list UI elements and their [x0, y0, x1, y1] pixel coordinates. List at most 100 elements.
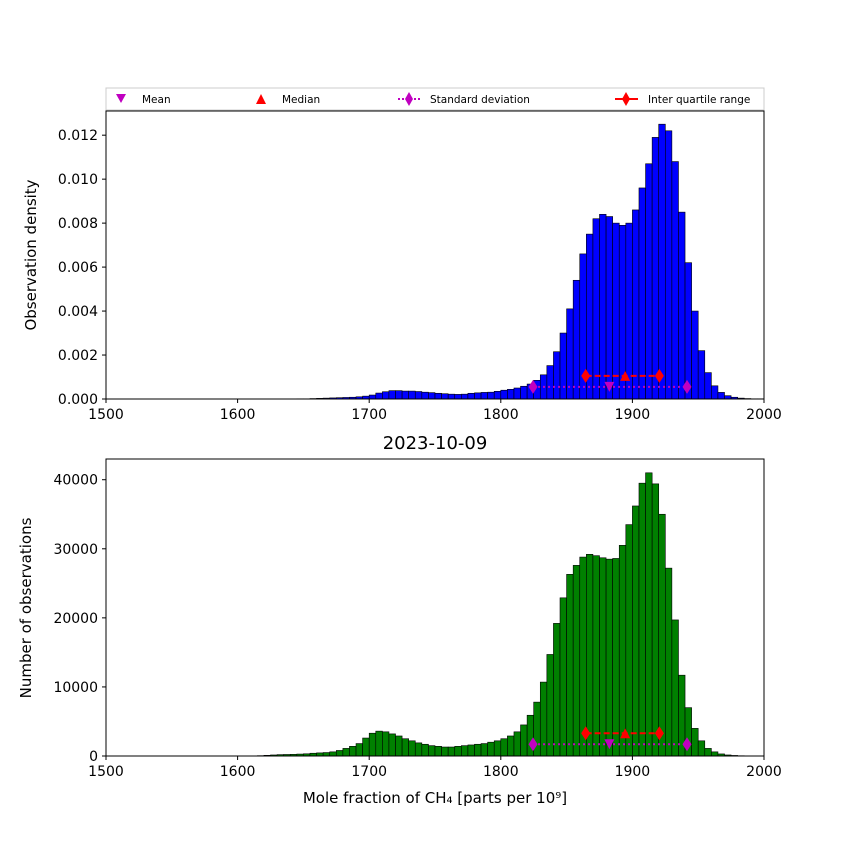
- count-bar: [454, 746, 462, 757]
- density-stat-markers: [528, 368, 692, 394]
- density-x-tick-label: 1500: [88, 407, 124, 423]
- count-axes-frame: [105, 458, 765, 757]
- count-bar: [441, 746, 449, 757]
- count-bar: [559, 597, 567, 757]
- count-bar: [368, 732, 377, 757]
- count-bar: [520, 724, 528, 757]
- count-bar: [711, 751, 719, 757]
- density-iqr-high-marker: [654, 368, 664, 383]
- count-bar: [329, 751, 337, 757]
- density-bar: [638, 187, 646, 400]
- density-y-ticks: 0.000 0.002 0.004 0.006 0.008 0.010 0.012: [58, 128, 106, 408]
- count-bar: [401, 738, 409, 757]
- count-bar: [664, 567, 673, 757]
- count-bar: [671, 619, 679, 757]
- count-bar: [487, 741, 495, 757]
- density-bar: [428, 392, 436, 400]
- count-x-ticks: 1500 1600 1700 1800 1900 2000: [88, 756, 782, 780]
- density-y-tick-label: 0.006: [58, 260, 98, 276]
- density-bar: [500, 389, 508, 400]
- density-bar: [704, 372, 712, 400]
- legend-median-label: Median: [282, 94, 320, 106]
- count-bar: [500, 738, 508, 757]
- density-y-tick-label: 0.004: [58, 304, 98, 320]
- count-bar: [579, 556, 587, 757]
- count-std-high-marker: [682, 737, 692, 752]
- count-bar: [414, 742, 423, 757]
- density-bar: [717, 392, 725, 400]
- density-y-tick-label: 0.002: [58, 348, 98, 364]
- count-bar: [322, 752, 331, 757]
- density-bar: [697, 350, 706, 400]
- count-bar: [658, 513, 666, 757]
- density-y-tick-label: 0.012: [58, 128, 98, 144]
- density-bar: [513, 387, 521, 400]
- count-bar: [408, 740, 416, 757]
- count-bar: [375, 730, 383, 757]
- density-x-tick-label: 1800: [483, 407, 519, 423]
- density-iqr-low-marker: [581, 368, 591, 383]
- legend-std-label: Standard deviation: [430, 94, 530, 106]
- count-bar: [507, 735, 515, 757]
- count-std-low-marker: [528, 737, 538, 752]
- density-bar: [664, 130, 673, 400]
- density-median-marker: [620, 370, 631, 381]
- density-bar: [434, 392, 442, 400]
- density-bar: [375, 392, 383, 400]
- density-bar: [520, 385, 528, 400]
- density-x-ticks: 1500 1600 1700 1800 1900 2000: [88, 399, 782, 423]
- count-y-tick-label: 40000: [53, 473, 98, 489]
- count-iqr-low-marker: [581, 726, 591, 741]
- count-y-ticks: 0 10000 20000 30000 40000: [53, 473, 106, 765]
- density-bar: [480, 392, 488, 400]
- density-bar: [684, 262, 692, 400]
- count-bar: [342, 748, 350, 757]
- density-bar: [507, 389, 515, 400]
- x-axis-label: Mole fraction of CH₄ [parts per 10⁹]: [303, 789, 567, 807]
- count-bar: [421, 743, 429, 757]
- density-bar: [421, 391, 429, 400]
- density-bar: [474, 392, 482, 400]
- count-bar: [586, 554, 594, 757]
- density-y-tick-label: 0.010: [58, 172, 98, 188]
- count-bars: [257, 472, 765, 757]
- count-y-tick-label: 20000: [53, 611, 98, 627]
- count-bar: [395, 735, 403, 757]
- density-bar: [401, 390, 409, 400]
- density-x-tick-label: 1600: [220, 407, 256, 423]
- density-y-axis-label: Observation density: [22, 179, 40, 330]
- density-std-high-marker: [682, 379, 692, 394]
- count-x-tick-label: 1500: [88, 764, 124, 780]
- density-bars: [296, 123, 765, 400]
- density-bar: [612, 222, 620, 400]
- density-bar: [691, 310, 699, 400]
- count-bar: [572, 565, 581, 757]
- density-bar: [447, 393, 456, 400]
- count-bar: [625, 524, 633, 757]
- count-bar: [697, 740, 706, 757]
- count-bar: [612, 558, 620, 757]
- count-x-tick-label: 1700: [351, 764, 387, 780]
- density-bar: [395, 390, 403, 400]
- count-bar: [349, 746, 357, 757]
- count-x-tick-label: 1900: [615, 764, 651, 780]
- density-bar: [645, 163, 653, 400]
- density-bar: [388, 390, 396, 400]
- density-bar: [487, 391, 495, 400]
- density-histogram-panel: 1500 1600 1700 1800 1900 2000 0.000 0.002 0.004…: [22, 110, 782, 423]
- chart-title: 2023-10-09: [383, 433, 488, 454]
- count-bar: [434, 746, 442, 757]
- count-bar: [388, 733, 396, 757]
- count-median-marker: [620, 728, 631, 739]
- count-bar: [592, 555, 600, 757]
- density-bar: [678, 211, 686, 400]
- count-bar: [566, 574, 574, 757]
- density-y-tick-label: 0.000: [58, 392, 98, 408]
- count-bar: [704, 748, 712, 757]
- count-bar: [362, 737, 370, 757]
- count-iqr-high-marker: [654, 726, 664, 741]
- count-bar: [605, 558, 613, 757]
- count-bar: [632, 505, 640, 757]
- count-y-axis-label: Number of observations: [17, 517, 35, 698]
